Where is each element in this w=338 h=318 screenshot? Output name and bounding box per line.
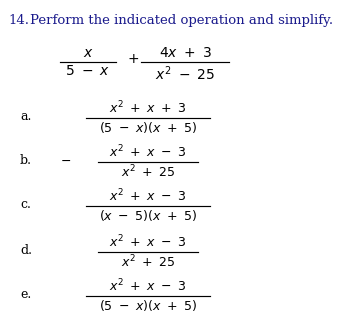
Text: b.: b.	[20, 154, 32, 167]
Text: $(5\ -\ x)(x\ +\ 5)$: $(5\ -\ x)(x\ +\ 5)$	[99, 120, 197, 135]
Text: d.: d.	[20, 244, 32, 257]
Text: $x^2\ -\ 25$: $x^2\ -\ 25$	[155, 64, 215, 83]
Text: $(x\ -\ 5)(x\ +\ 5)$: $(x\ -\ 5)(x\ +\ 5)$	[99, 208, 197, 223]
Text: $5\ -\ x$: $5\ -\ x$	[65, 64, 111, 78]
Text: 14.: 14.	[8, 14, 29, 27]
Text: c.: c.	[20, 197, 31, 211]
Text: $x^2\ +\ x\ -\ 3$: $x^2\ +\ x\ -\ 3$	[109, 233, 187, 250]
Text: $x^2\ +\ x\ -\ 3$: $x^2\ +\ x\ -\ 3$	[109, 277, 187, 294]
Text: $+$: $+$	[127, 52, 139, 66]
Text: $(5\ -\ x)(x\ +\ 5)$: $(5\ -\ x)(x\ +\ 5)$	[99, 298, 197, 313]
Text: $x^2\ +\ x\ +\ 3$: $x^2\ +\ x\ +\ 3$	[109, 100, 187, 116]
Text: $x^2\ +\ x\ -\ 3$: $x^2\ +\ x\ -\ 3$	[109, 143, 187, 160]
Text: $x$: $x$	[83, 46, 93, 60]
Text: e.: e.	[20, 287, 31, 301]
Text: $x^2\ +\ 25$: $x^2\ +\ 25$	[121, 164, 175, 181]
Text: $x^2\ +\ 25$: $x^2\ +\ 25$	[121, 254, 175, 271]
Text: Perform the indicated operation and simplify.: Perform the indicated operation and simp…	[30, 14, 333, 27]
Text: a.: a.	[20, 109, 31, 122]
Text: $-$: $-$	[61, 154, 72, 167]
Text: $4x\ +\ 3$: $4x\ +\ 3$	[159, 46, 211, 60]
Text: $x^2\ +\ x\ -\ 3$: $x^2\ +\ x\ -\ 3$	[109, 187, 187, 204]
